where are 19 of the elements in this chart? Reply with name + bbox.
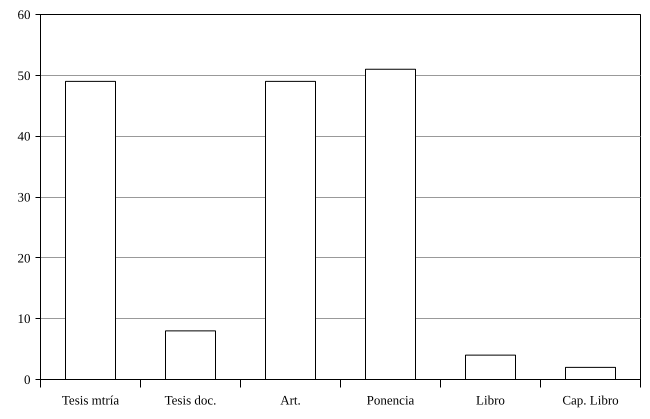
y-tick-label: 10 (18, 311, 30, 326)
bar (565, 366, 616, 380)
x-tick-label: Art. (280, 392, 301, 408)
y-tick-label: 20 (18, 250, 30, 266)
bar (365, 68, 416, 380)
x-tick-label: Tesis doc. (164, 392, 216, 408)
y-tick-label: 60 (18, 7, 30, 22)
bar (65, 80, 116, 380)
bar (265, 80, 316, 380)
bar (165, 330, 216, 380)
x-tick-label: Tesis mtría (62, 392, 120, 408)
y-tick-label: 0 (24, 372, 30, 387)
x-tick-label: Libro (476, 392, 505, 408)
y-tick-label: 30 (18, 190, 30, 204)
y-tick-label: 50 (18, 68, 30, 83)
x-tick-label: Ponencia (366, 392, 415, 408)
bar (465, 354, 516, 380)
x-tick-label: Cap. Libro (562, 392, 619, 408)
y-tick-label: 40 (18, 128, 30, 144)
